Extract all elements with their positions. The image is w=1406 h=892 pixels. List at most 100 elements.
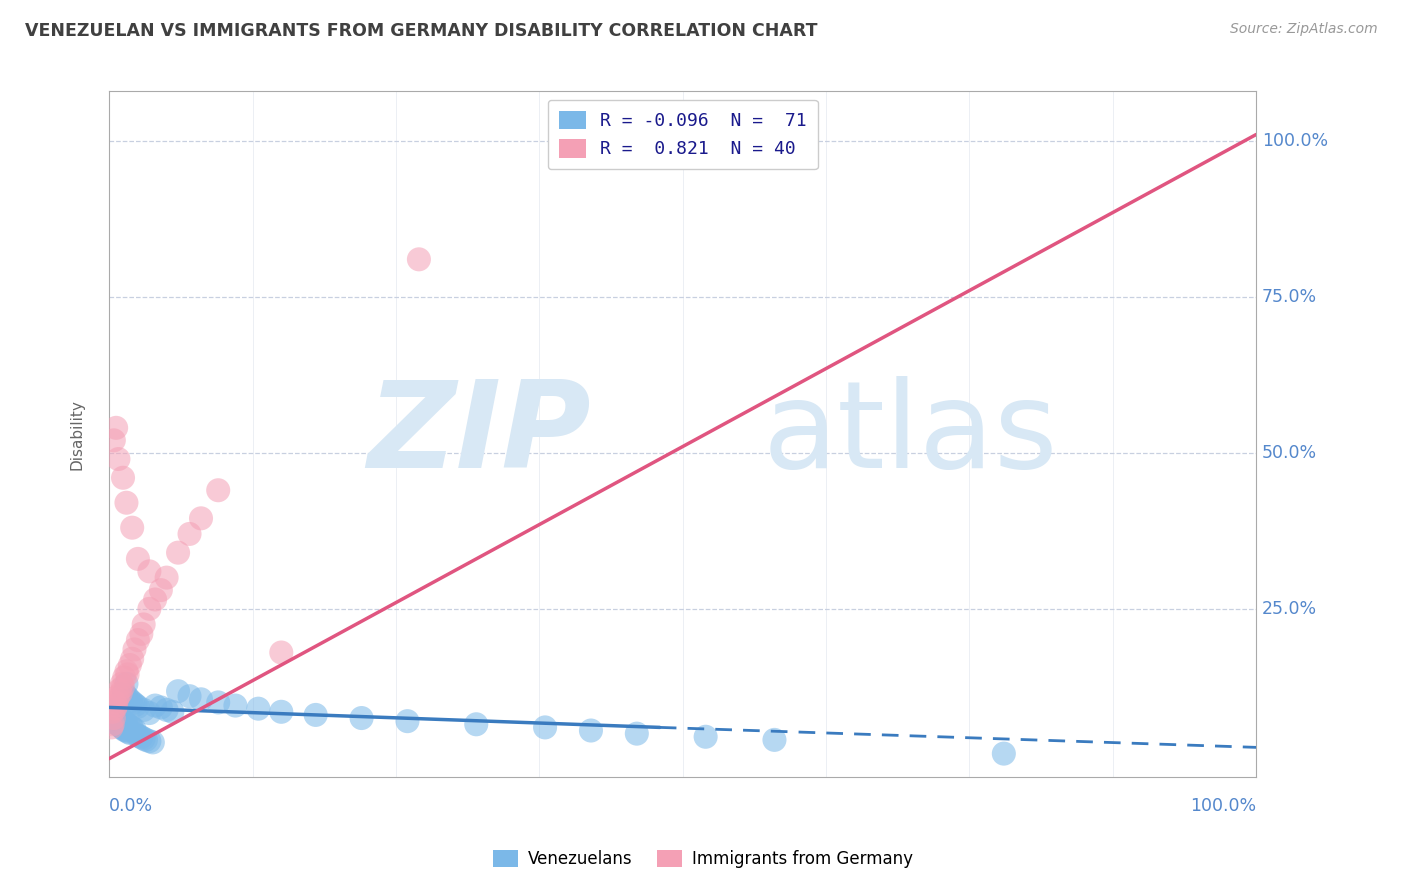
Text: Disability: Disability	[70, 399, 84, 469]
Point	[118, 658, 141, 673]
Point	[132, 703, 155, 717]
Point	[104, 709, 127, 723]
Point	[107, 717, 129, 731]
Point	[114, 715, 136, 730]
Point	[118, 726, 141, 740]
Point	[138, 565, 160, 579]
Point	[124, 723, 146, 737]
Point	[270, 646, 292, 660]
Text: 75.0%: 75.0%	[1263, 288, 1317, 306]
Point	[579, 723, 602, 738]
Point	[167, 684, 190, 698]
Point	[143, 592, 166, 607]
Point	[132, 617, 155, 632]
Point	[124, 698, 146, 712]
Text: Source: ZipAtlas.com: Source: ZipAtlas.com	[1230, 22, 1378, 37]
Text: VENEZUELAN VS IMMIGRANTS FROM GERMANY DISABILITY CORRELATION CHART: VENEZUELAN VS IMMIGRANTS FROM GERMANY DI…	[25, 22, 818, 40]
Text: 100.0%: 100.0%	[1189, 797, 1256, 814]
Point	[207, 695, 229, 709]
Point	[626, 726, 648, 740]
Point	[142, 735, 165, 749]
Point	[115, 496, 138, 510]
Point	[127, 552, 149, 566]
Point	[350, 711, 373, 725]
Point	[993, 747, 1015, 761]
Point	[105, 692, 128, 706]
Point	[131, 731, 153, 745]
Point	[105, 716, 128, 731]
Point	[100, 711, 122, 725]
Point	[104, 701, 127, 715]
Point	[143, 698, 166, 713]
Point	[117, 667, 139, 681]
Legend: R = -0.096  N =  71, R =  0.821  N = 40: R = -0.096 N = 71, R = 0.821 N = 40	[548, 100, 818, 169]
Point	[108, 718, 131, 732]
Point	[207, 483, 229, 498]
Text: ZIP: ZIP	[367, 376, 591, 492]
Point	[103, 706, 125, 721]
Point	[100, 707, 122, 722]
Point	[120, 720, 142, 734]
Point	[247, 701, 270, 715]
Point	[155, 703, 177, 717]
Text: 0.0%: 0.0%	[110, 797, 153, 814]
Point	[103, 434, 125, 448]
Point	[110, 719, 132, 733]
Point	[118, 718, 141, 732]
Point	[270, 705, 292, 719]
Point	[115, 717, 138, 731]
Point	[135, 732, 157, 747]
Text: 100.0%: 100.0%	[1263, 132, 1329, 150]
Point	[138, 706, 160, 720]
Point	[112, 686, 135, 700]
Point	[115, 676, 138, 690]
Point	[408, 252, 430, 267]
Point	[111, 720, 134, 734]
Point	[107, 708, 129, 723]
Point	[105, 421, 128, 435]
Point	[115, 689, 138, 703]
Point	[155, 571, 177, 585]
Point	[465, 717, 488, 731]
Point	[108, 682, 131, 697]
Point	[190, 511, 212, 525]
Point	[101, 703, 124, 717]
Point	[111, 471, 134, 485]
Point	[111, 676, 134, 690]
Point	[149, 700, 172, 714]
Point	[111, 722, 134, 736]
Point	[224, 698, 246, 713]
Point	[111, 714, 134, 728]
Point	[167, 546, 190, 560]
Point	[396, 714, 419, 728]
Point	[179, 689, 201, 703]
Point	[121, 521, 143, 535]
Point	[305, 707, 328, 722]
Legend: Venezuelans, Immigrants from Germany: Venezuelans, Immigrants from Germany	[486, 843, 920, 875]
Point	[115, 665, 138, 679]
Point	[121, 652, 143, 666]
Point	[103, 714, 125, 728]
Point	[138, 602, 160, 616]
Point	[101, 713, 124, 727]
Point	[124, 642, 146, 657]
Text: atlas: atlas	[763, 376, 1059, 492]
Point	[107, 689, 129, 703]
Point	[105, 712, 128, 726]
Point	[162, 705, 184, 719]
Point	[111, 680, 134, 694]
Point	[138, 734, 160, 748]
Point	[127, 699, 149, 714]
Point	[105, 706, 128, 720]
Point	[128, 729, 150, 743]
Point	[108, 710, 131, 724]
Point	[763, 732, 786, 747]
Point	[149, 583, 172, 598]
Point	[534, 720, 557, 734]
Point	[695, 730, 717, 744]
Point	[111, 713, 134, 727]
Point	[125, 728, 148, 742]
Point	[120, 694, 142, 708]
Point	[105, 698, 128, 713]
Point	[112, 670, 135, 684]
